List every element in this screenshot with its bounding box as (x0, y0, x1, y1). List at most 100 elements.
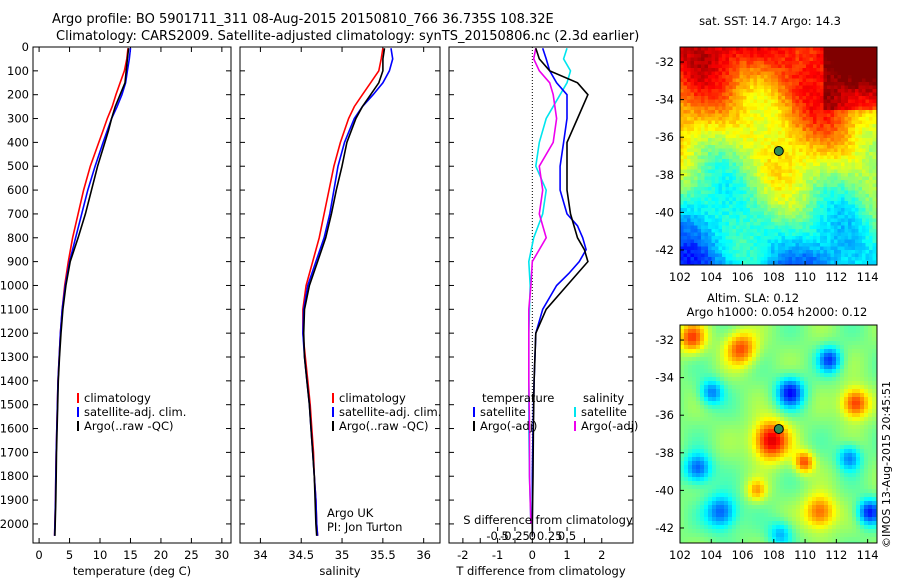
map-cell (816, 232, 821, 237)
map-cell (848, 57, 853, 62)
map-cell (864, 361, 869, 366)
map-cell (856, 385, 861, 390)
map-cell (823, 225, 828, 230)
map-cell (729, 246, 734, 251)
map-cell (708, 250, 713, 255)
map-cell (776, 341, 781, 346)
map-cell (743, 201, 748, 206)
x-tick-label: 5 (66, 548, 73, 562)
map-cell (816, 159, 821, 164)
map-cell (864, 333, 869, 338)
map-cell (760, 110, 765, 115)
map-cell (832, 373, 837, 378)
map-cell (729, 120, 734, 125)
map-cell (848, 131, 853, 136)
map-cell (792, 173, 797, 178)
map-cell (752, 329, 757, 334)
map-cell (715, 89, 720, 94)
map-cell (701, 183, 706, 188)
map-cell (792, 54, 797, 59)
map-cell (708, 68, 713, 73)
map-cell (837, 138, 842, 143)
legend-label: climatology (339, 391, 406, 405)
map-cell (813, 47, 818, 52)
map-cell (732, 381, 737, 386)
map-cell (812, 381, 817, 386)
map-cell (841, 141, 846, 146)
map-cell (864, 401, 869, 406)
map-cell (820, 159, 825, 164)
map-cell (718, 183, 723, 188)
map-cell (697, 127, 702, 132)
map-cell (778, 117, 783, 122)
map-cell (704, 190, 709, 195)
map-cell (795, 131, 800, 136)
map-cell (690, 89, 695, 94)
map-cell (683, 211, 688, 216)
map-cell (864, 405, 869, 410)
map-cell (785, 110, 790, 115)
map-cell (820, 68, 825, 73)
map-cell (827, 187, 832, 192)
map-cell (792, 92, 797, 97)
map-cell (704, 232, 709, 237)
map-cell (743, 232, 748, 237)
map-cell (792, 197, 797, 202)
map-cell (724, 357, 729, 362)
y-tick-label: 900 (7, 255, 29, 269)
map-cell (750, 211, 755, 216)
map-cell (767, 120, 772, 125)
map-cell (701, 47, 706, 52)
map-cell (830, 92, 835, 97)
map-cell (718, 64, 723, 69)
map-cell (704, 361, 709, 366)
map-cell (722, 120, 727, 125)
map-cell (837, 162, 842, 167)
map-cell (806, 190, 811, 195)
map-cell (780, 341, 785, 346)
map-cell (732, 357, 737, 362)
map-cell (809, 155, 814, 160)
map-cell (820, 250, 825, 255)
map-cell (692, 409, 697, 414)
map-cell (781, 68, 786, 73)
map-cell (687, 239, 692, 244)
map-cell (840, 381, 845, 386)
map-cell (753, 225, 758, 230)
map-cell (752, 325, 757, 330)
map-cell (795, 169, 800, 174)
map-cell (715, 187, 720, 192)
map-cell (739, 222, 744, 227)
map-cell (753, 169, 758, 174)
map-cell (757, 145, 762, 150)
map-cell (872, 47, 877, 52)
map-cell (771, 89, 776, 94)
map-cell (774, 78, 779, 83)
map-cell (820, 127, 825, 132)
map-cell (771, 260, 776, 265)
map-cell (869, 257, 874, 262)
map-cell (772, 369, 777, 374)
map-cell (697, 253, 702, 258)
map-cell (708, 61, 713, 66)
map-cell (780, 325, 785, 330)
map-cell (716, 345, 721, 350)
map-cell (834, 204, 839, 209)
map-cell (687, 124, 692, 129)
map-cell (816, 246, 821, 251)
map-cell (711, 246, 716, 251)
map-cell (781, 232, 786, 237)
map-cell (823, 222, 828, 227)
map-cell (778, 50, 783, 55)
map-cell (771, 215, 776, 220)
map-cell (852, 393, 857, 398)
map-cell (732, 99, 737, 104)
map-cell (711, 152, 716, 157)
map-cell (715, 82, 720, 87)
map-cell (862, 253, 867, 258)
map-cell (851, 197, 856, 202)
map-cell (694, 92, 699, 97)
map-cell (804, 373, 809, 378)
map-cell (848, 110, 853, 115)
map-cell (750, 257, 755, 262)
